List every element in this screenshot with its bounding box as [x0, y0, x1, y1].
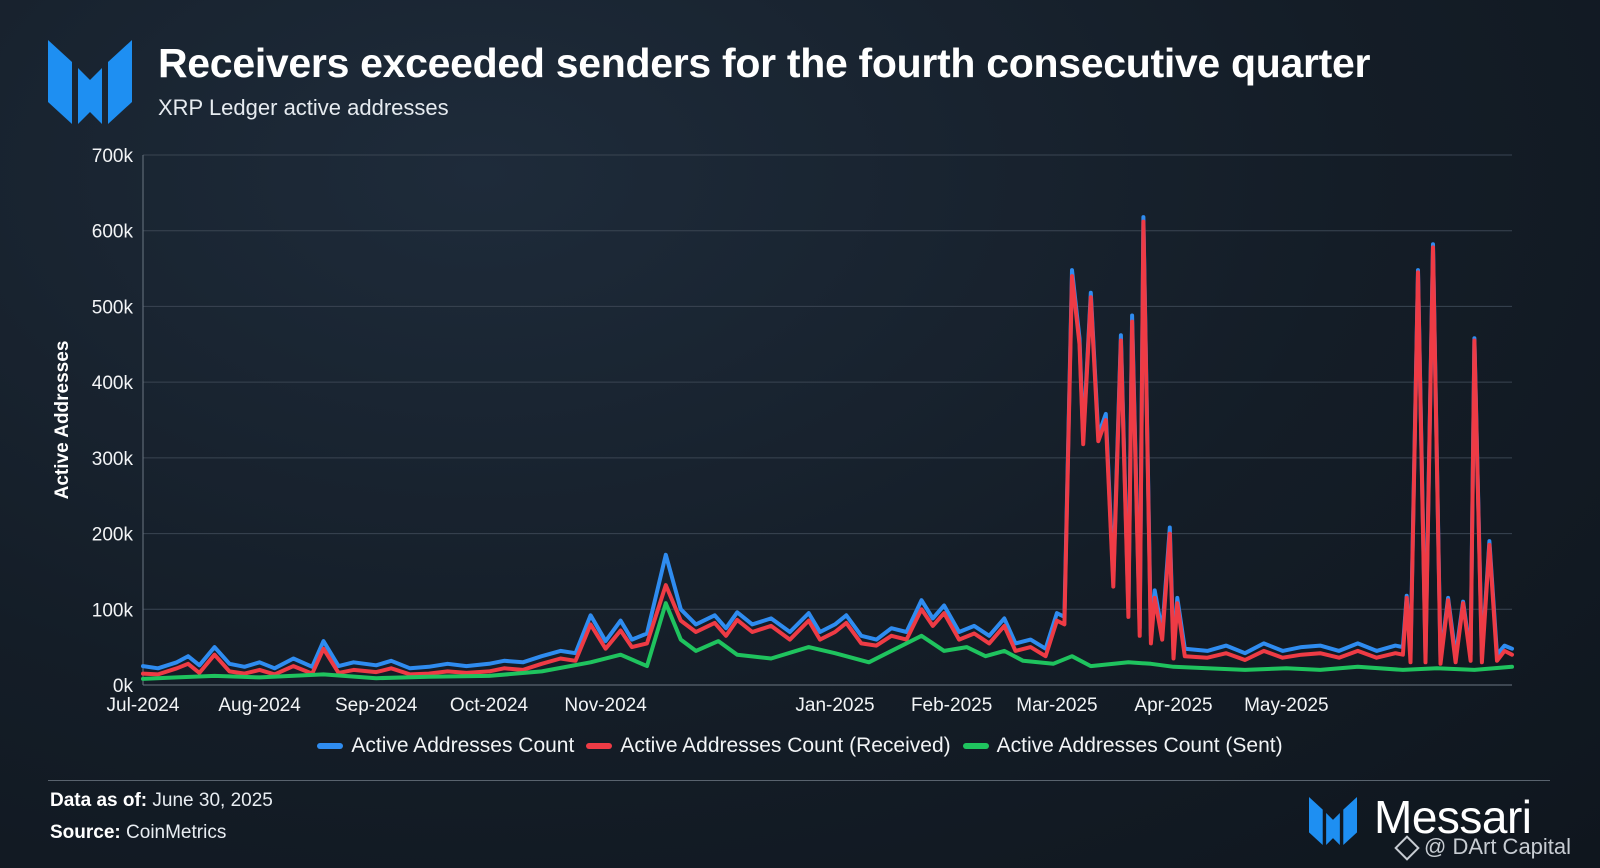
- x-tick-label: Jan-2025: [795, 695, 874, 716]
- series-line-total: [141, 215, 1514, 671]
- y-tick-label: 0k: [113, 676, 134, 697]
- data-as-of-value: June 30, 2025: [152, 790, 273, 811]
- legend-item-total: Active Addresses Count: [317, 734, 574, 758]
- messari-brand-icon: [1309, 797, 1357, 845]
- legend-label: Active Addresses Count (Received): [620, 734, 951, 757]
- x-tick-label: Apr-2025: [1134, 695, 1212, 716]
- y-tick-label: 300k: [92, 449, 134, 470]
- source-value: CoinMetrics: [126, 822, 227, 843]
- watermark-text: @ DArt Capital: [1424, 834, 1572, 859]
- x-tick-label: Mar-2025: [1016, 695, 1097, 716]
- y-tick-label: 200k: [92, 525, 134, 546]
- x-tick-label: May-2025: [1244, 695, 1329, 716]
- legend-swatch: [317, 743, 344, 749]
- x-tick-label: Feb-2025: [911, 695, 992, 716]
- diamond-icon: [1394, 835, 1420, 861]
- footer-divider: [48, 780, 1550, 781]
- legend-item-received: Active Addresses Count (Received): [586, 734, 951, 758]
- x-tick-label: Nov-2024: [564, 695, 647, 716]
- y-tick-label: 500k: [92, 297, 134, 318]
- messari-logo-icon: [48, 40, 132, 124]
- watermark: @ DArt Capital: [1394, 834, 1572, 861]
- legend-swatch: [962, 743, 989, 749]
- y-tick-label: 100k: [92, 600, 134, 621]
- data-as-of: Data as of: June 30, 2025: [50, 790, 273, 812]
- legend: Active Addresses Count Active Addresses C…: [0, 734, 1600, 758]
- data-as-of-label: Data as of:: [50, 790, 148, 811]
- legend-swatch: [586, 743, 613, 749]
- chart-title: Receivers exceeded senders for the fourt…: [158, 40, 1371, 86]
- legend-label: Active Addresses Count (Sent): [996, 734, 1283, 757]
- x-tick-label: Sep-2024: [335, 695, 418, 716]
- x-tick-label: Jul-2024: [107, 695, 180, 716]
- y-tick-label: 400k: [92, 373, 134, 394]
- x-tick-label: Oct-2024: [450, 695, 529, 716]
- series-line-received: [141, 219, 1514, 677]
- brand-name: Messari: [1374, 791, 1532, 843]
- series-line-sent: [141, 601, 1514, 681]
- source: Source: CoinMetrics: [50, 822, 226, 844]
- legend-item-sent: Active Addresses Count (Sent): [962, 734, 1283, 758]
- legend-label: Active Addresses Count: [351, 734, 575, 757]
- chart-subtitle: XRP Ledger active addresses: [158, 95, 449, 120]
- y-tick-label: 700k: [92, 146, 134, 167]
- y-tick-label: 600k: [92, 222, 134, 243]
- y-axis-label: Active Addresses: [52, 341, 73, 500]
- x-tick-label: Aug-2024: [218, 695, 301, 716]
- source-label: Source:: [50, 822, 121, 843]
